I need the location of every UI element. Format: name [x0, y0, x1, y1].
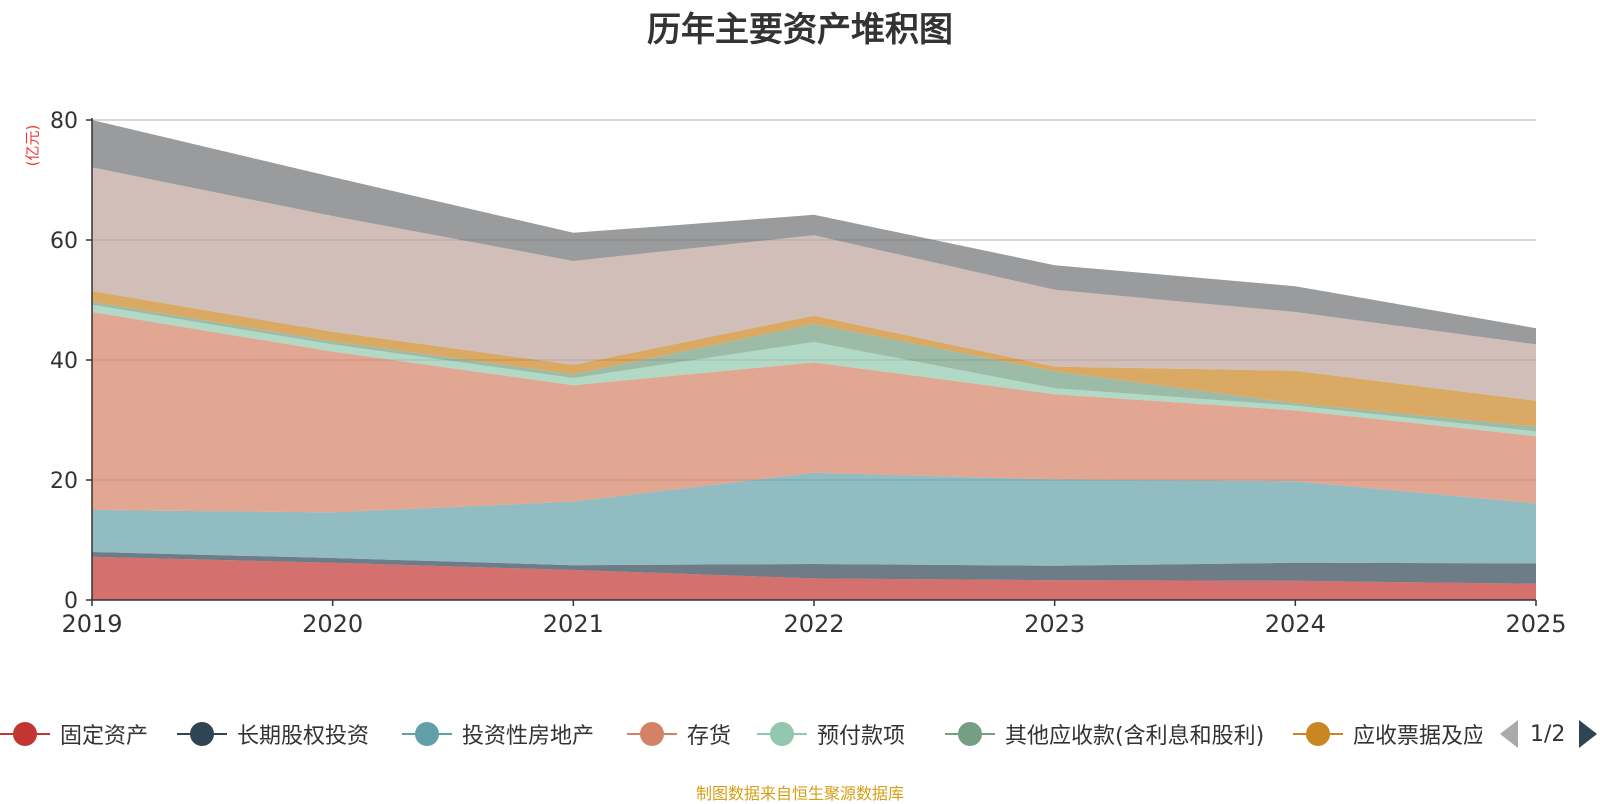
- x-tick-label-2021: 2021: [543, 610, 604, 638]
- area-series-5: [92, 301, 1536, 432]
- legend-item[interactable]: 存货: [627, 716, 731, 752]
- legend-marker-icon: [1293, 721, 1343, 747]
- y-tick-label-20: 20: [50, 469, 78, 494]
- legend-page-indicator: 1/2: [1530, 721, 1566, 747]
- legend-items: 固定资产 长期股权投资 投资性房地产 存货 预付款项 其他应收款(含利息和股利) 应收票据及…: [0, 716, 1482, 752]
- legend-marker-icon: [402, 721, 452, 747]
- legend-marker-icon: [945, 721, 995, 747]
- y-tick-label-40: 40: [50, 349, 78, 374]
- legend-marker-icon: [627, 721, 677, 747]
- legend-label: 长期股权投资: [237, 724, 370, 749]
- legend-pager: 1/2: [1500, 716, 1600, 752]
- legend-item[interactable]: 应收票据及应收账款: [1293, 716, 1482, 752]
- legend-marker-icon: [0, 721, 50, 747]
- legend-next-page-icon[interactable]: [1579, 720, 1598, 748]
- legend-item[interactable]: 固定资产: [0, 716, 148, 752]
- area-series-2: [92, 472, 1536, 566]
- data-source-footer: 制图数据来自恒生聚源数据库: [695, 784, 904, 803]
- legend-label: 其他应收款(含利息和股利): [1005, 724, 1265, 749]
- legend-item[interactable]: 长期股权投资: [177, 716, 369, 752]
- legend-item[interactable]: 预付款项: [757, 716, 905, 752]
- legend-label: 存货: [687, 724, 732, 749]
- legend-label: 应收票据及应收账款: [1353, 724, 1482, 749]
- legend-label: 预付款项: [817, 724, 906, 749]
- x-tick-label-2025: 2025: [1505, 610, 1566, 638]
- x-tick-label-2024: 2024: [1265, 610, 1326, 638]
- x-tick-label-2020: 2020: [302, 610, 363, 638]
- x-tick-label-2019: 2019: [61, 610, 122, 638]
- legend-label: 固定资产: [60, 724, 149, 749]
- stacked-area-chart: 0 20 40 60 80 2019 2020 2021 2022 2023 2024 2025: [50, 109, 1567, 638]
- area-series-6: [92, 291, 1536, 427]
- area-series-8: [92, 120, 1536, 345]
- legend: 固定资产 长期股权投资 投资性房地产 存货 预付款项 其他应收款(含利息和股利) 应收票据及…: [0, 716, 1600, 752]
- y-tick-label-60: 60: [50, 229, 78, 254]
- legend-marker-icon: [757, 721, 807, 747]
- chart-title: 历年主要资产堆积图: [647, 10, 953, 50]
- area-series-group: [92, 120, 1536, 600]
- legend-marker-icon: [177, 721, 227, 747]
- x-tick-label-2023: 2023: [1024, 610, 1085, 638]
- area-series-7: [92, 167, 1536, 401]
- legend-prev-page-icon[interactable]: [1500, 720, 1518, 748]
- x-tick-label-2022: 2022: [783, 610, 844, 638]
- legend-label: 投资性房地产: [462, 724, 595, 749]
- legend-item[interactable]: 投资性房地产: [402, 716, 594, 752]
- y-tick-label-80: 80: [50, 109, 78, 134]
- y-tick-label-0: 0: [64, 589, 78, 614]
- axes: 0 20 40 60 80 2019 2020 2021 2022 2023 2024 2025: [50, 109, 1567, 638]
- area-series-1: [92, 552, 1536, 584]
- area-series-3: [92, 312, 1536, 513]
- legend-item[interactable]: 其他应收款(含利息和股利): [945, 716, 1264, 752]
